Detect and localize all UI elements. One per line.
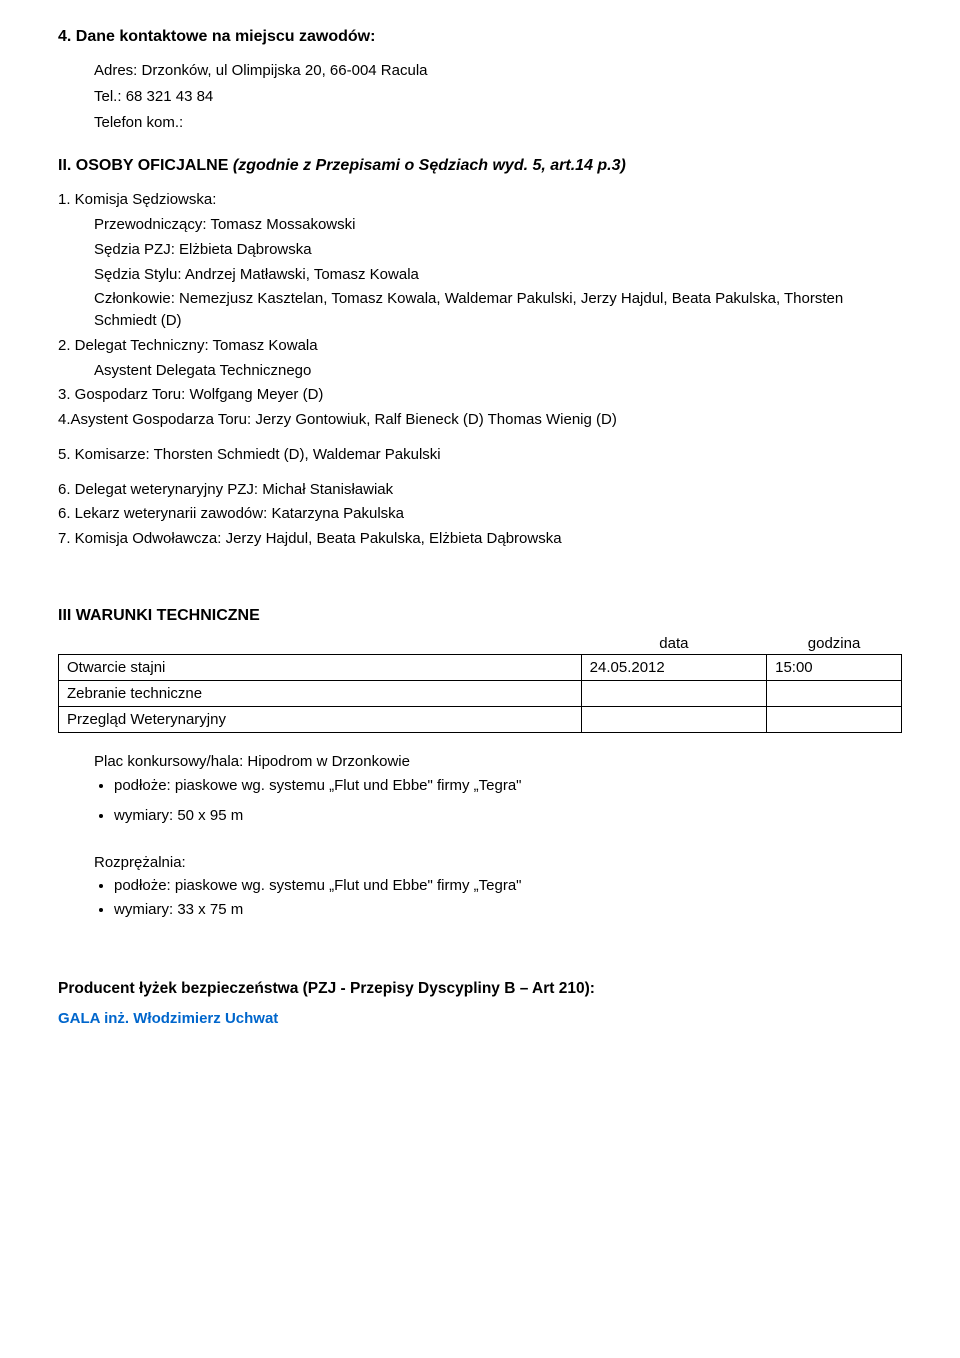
footer-line1: Producent łyżek bezpieczeństwa (PZJ - Pr… <box>58 978 902 1000</box>
s4-tel-value: 68 321 43 84 <box>126 88 214 105</box>
s2-title: II. OSOBY OFICJALNE (zgodnie z Przepisam… <box>58 157 902 175</box>
s2-item1-l4: Członkowie: Nemezjusz Kasztelan, Tomasz … <box>94 288 902 332</box>
table-cell-godzina <box>767 706 902 732</box>
table-cell-godzina: 15:00 <box>767 654 902 680</box>
rozprezalnia-bullets: podłoże: piaskowe wg. systemu „Flut und … <box>114 875 902 922</box>
s2-title-suffix: (zgodnie z Przepisami o Sędziach wyd. 5,… <box>233 157 626 174</box>
table-header-data: data <box>581 631 766 655</box>
s2-item6a-prefix: 6. Delegat weterynaryjny PZJ: <box>58 481 262 498</box>
rozprezalnia-podloze: podłoże: piaskowe wg. systemu „Flut und … <box>114 875 902 898</box>
s4-title: 4. Dane kontaktowe na miejscu zawodów: <box>58 28 902 46</box>
plac-wymiary: wymiary: 50 x 95 m <box>114 804 902 828</box>
s2-item6a: 6. Delegat weterynaryjny PZJ: Michał Sta… <box>58 479 902 501</box>
plac-bullets: podłoże: piaskowe wg. systemu „Flut und … <box>114 774 902 828</box>
table-cell-data <box>581 706 766 732</box>
s4-tel: Tel.: 68 321 43 84 <box>94 86 902 108</box>
rozprezalnia-label: Rozprężalnia: <box>94 854 902 871</box>
s2-item2-l2: Asystent Delegata Technicznego <box>94 360 902 382</box>
s4-adres-value: Drzonków, ul Olimpijska 20, 66-004 Racul… <box>142 62 428 79</box>
s2-item5-rest: Thorsten Schmiedt (D), Waldemar Pakulski <box>154 446 441 463</box>
plac-podloze: podłoże: piaskowe wg. systemu „Flut und … <box>114 774 902 798</box>
table-header-empty <box>59 631 582 655</box>
rozprezalnia-wymiary: wymiary: 33 x 75 m <box>114 899 902 922</box>
table-cell-data: 24.05.2012 <box>581 654 766 680</box>
table-cell-label: Otwarcie stajni <box>59 654 582 680</box>
s2-item4: 4.Asystent Gospodarza Toru: Jerzy Gontow… <box>58 409 902 431</box>
plac-line: Plac konkursowy/hala: Hipodrom w Drzonko… <box>94 753 902 770</box>
table-cell-data <box>581 680 766 706</box>
s2-item1-l2: Sędzia PZJ: Elżbieta Dąbrowska <box>94 239 902 261</box>
s2-item7-rest: Jerzy Hajdul, Beata Pakulska, Elżbieta D… <box>226 530 562 547</box>
table-header-row: data godzina <box>59 631 902 655</box>
table-row: Otwarcie stajni 24.05.2012 15:00 <box>59 654 902 680</box>
footer-line2: GALA inż. Włodzimierz Uchwat <box>58 1008 902 1030</box>
s4-adres: Adres: Drzonków, ul Olimpijska 20, 66-00… <box>94 60 902 82</box>
s2-item6b-rest: Katarzyna Pakulska <box>271 505 404 522</box>
s2-item1-l1: Przewodniczący: Tomasz Mossakowski <box>94 214 902 236</box>
s2-item6b-prefix: 6. Lekarz weterynarii zawodów: <box>58 505 271 522</box>
s3-title: III WARUNKI TECHNICZNE <box>58 607 902 625</box>
s4-tel-label: Tel.: <box>94 88 122 105</box>
s2-item3: 3. Gospodarz Toru: Wolfgang Meyer (D) <box>58 384 902 406</box>
s2-item6a-rest: Michał Stanisławiak <box>262 481 393 498</box>
table-header-godzina: godzina <box>767 631 902 655</box>
s4-adres-label: Adres: <box>94 62 137 79</box>
s2-item2-l1: 2. Delegat Techniczny: Tomasz Kowala <box>58 335 902 357</box>
s2-title-prefix: II. OSOBY OFICJALNE <box>58 157 228 174</box>
s4-telkom: Telefon kom.: <box>94 112 902 134</box>
table-cell-godzina <box>767 680 902 706</box>
s2-item6b: 6. Lekarz weterynarii zawodów: Katarzyna… <box>58 503 902 525</box>
s2-item7-prefix: 7. Komisja Odwoławcza: <box>58 530 226 547</box>
table-row: Zebranie techniczne <box>59 680 902 706</box>
warunki-table: data godzina Otwarcie stajni 24.05.2012 … <box>58 631 902 733</box>
table-cell-label: Zebranie techniczne <box>59 680 582 706</box>
s2-item1-l3: Sędzia Stylu: Andrzej Matławski, Tomasz … <box>94 264 902 286</box>
s2-item5-prefix: 5. Komisarze: <box>58 446 154 463</box>
table-row: Przegląd Weterynaryjny <box>59 706 902 732</box>
s2-item7: 7. Komisja Odwoławcza: Jerzy Hajdul, Bea… <box>58 528 902 550</box>
s2-item5: 5. Komisarze: Thorsten Schmiedt (D), Wal… <box>58 444 902 466</box>
table-cell-label: Przegląd Weterynaryjny <box>59 706 582 732</box>
s2-item1-head: 1. Komisja Sędziowska: <box>58 189 902 211</box>
